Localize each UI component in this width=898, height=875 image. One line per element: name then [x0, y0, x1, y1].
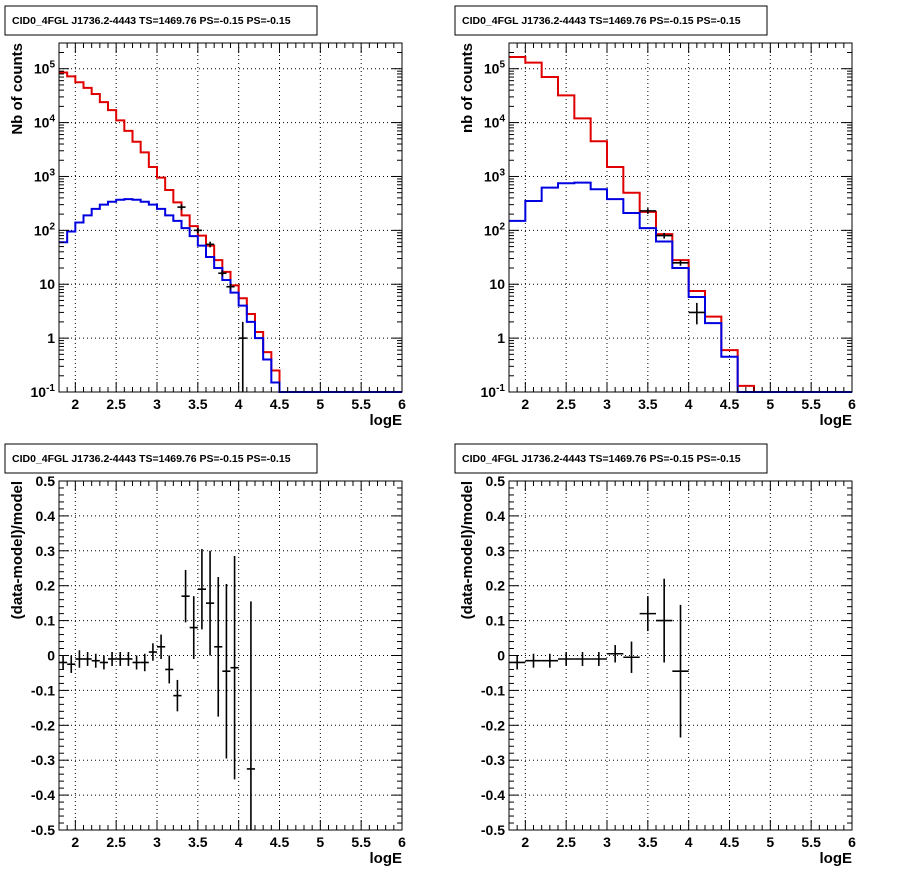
y-tick-label: 0.5: [36, 473, 56, 489]
x-axis-label: logE: [370, 412, 403, 429]
title-box: [454, 5, 768, 36]
y-tick-label: 10: [39, 276, 55, 292]
y-tick-label: -0.3: [481, 752, 505, 768]
y-tick-label: -0.5: [481, 822, 505, 838]
x-axis-label: logE: [820, 412, 853, 429]
title-box: [4, 443, 318, 474]
y-tick-label: -0.1: [31, 682, 55, 698]
x-tick-label: 4.5: [720, 834, 740, 850]
title-box: [4, 5, 318, 36]
y-tick-label: 0.4: [36, 508, 56, 524]
y-tick-label: -0.4: [481, 787, 505, 803]
chart-title: CID0_4FGL J1736.2-4443 TS=1469.76 PS=-0.…: [462, 15, 741, 27]
chart-title: CID0_4FGL J1736.2-4443 TS=1469.76 PS=-0.…: [12, 15, 291, 27]
y-tick-label: 0: [497, 648, 505, 664]
y-tick-label: 103: [484, 167, 506, 184]
x-axis-label: logE: [820, 850, 853, 867]
y-tick-label: 0.2: [36, 578, 56, 594]
x-tick-label: 4: [235, 834, 243, 850]
plot-area: [59, 481, 402, 830]
y-tick-label: 0.1: [486, 613, 506, 629]
x-tick-label: 5: [766, 396, 774, 412]
x-axis-label: logE: [370, 850, 403, 867]
y-tick-label: 102: [34, 221, 56, 238]
y-tick-label: -0.2: [31, 717, 55, 733]
y-axis-label: nb of counts: [459, 43, 476, 133]
x-tick-label: 2: [521, 834, 529, 850]
x-tick-label: 6: [848, 396, 856, 412]
x-tick-label: 3.5: [638, 396, 658, 412]
y-tick-label: 104: [34, 114, 56, 131]
x-tick-label: 3: [603, 396, 611, 412]
y-tick-label: -0.5: [31, 822, 55, 838]
y-tick-label: 10-1: [481, 383, 506, 400]
y-tick-label: 0.1: [36, 613, 56, 629]
x-tick-label: 5: [316, 834, 324, 850]
x-tick-label: 3.5: [188, 396, 208, 412]
x-tick-label: 5: [766, 834, 774, 850]
title-box: [454, 443, 768, 474]
x-tick-label: 3: [153, 834, 161, 850]
y-tick-label: 0.3: [36, 543, 56, 559]
y-tick-label: 1: [47, 330, 55, 346]
x-tick-label: 6: [398, 834, 406, 850]
chart-panel: 2 2.5 3 3.5 4 4.5 5 5.5 6 -0.5 -0.4 -0.3 -0.2 -0.1 0 0.…: [4, 443, 406, 867]
y-tick-label: 104: [484, 114, 506, 131]
histogram-series: [59, 71, 402, 393]
x-tick-label: 3.5: [638, 834, 658, 850]
x-tick-label: 2: [71, 396, 79, 412]
plot-area: [59, 43, 402, 392]
x-tick-label: 6: [398, 396, 406, 412]
y-axis-label: (data-model)/model: [459, 481, 476, 619]
x-tick-label: 5: [316, 396, 324, 412]
y-tick-label: 0.4: [486, 508, 506, 524]
chart-title: CID0_4FGL J1736.2-4443 TS=1469.76 PS=-0.…: [12, 453, 291, 465]
x-tick-label: 2.5: [556, 834, 576, 850]
y-tick-label: -0.4: [31, 787, 55, 803]
x-tick-label: 3.5: [188, 834, 208, 850]
chart-panel: 2 2.5 3 3.5 4 4.5 5 5.5 6 -0.5 -0.4 -0.3 -0.2 -0.1 0 0.…: [454, 443, 856, 867]
y-tick-label: 102: [484, 221, 506, 238]
y-tick-label: 0.3: [486, 543, 506, 559]
y-axis-label: (data-model)/model: [9, 481, 26, 619]
x-tick-label: 4.5: [720, 396, 740, 412]
y-tick-label: 0: [47, 648, 55, 664]
x-tick-label: 2: [521, 396, 529, 412]
y-tick-label: -0.1: [481, 682, 505, 698]
x-tick-label: 2: [71, 834, 79, 850]
x-tick-label: 4: [685, 834, 693, 850]
x-tick-label: 5.5: [801, 834, 821, 850]
plot-area: [509, 43, 852, 392]
chart-panel: 2 2.5 3 3.5 4 4.5 5 5.5 6 10-1 1 10 102 103 104 105 logE…: [4, 5, 406, 429]
x-tick-label: 2.5: [106, 834, 126, 850]
x-tick-label: 4: [235, 396, 243, 412]
y-tick-label: 1: [497, 330, 505, 346]
x-tick-label: 3: [153, 396, 161, 412]
chart-panel: 2 2.5 3 3.5 4 4.5 5 5.5 6 10-1 1 10 102 103 104 105 logE…: [454, 5, 856, 429]
x-tick-label: 5.5: [351, 834, 371, 850]
y-tick-label: -0.3: [31, 752, 55, 768]
y-tick-label: 0.2: [486, 578, 506, 594]
y-tick-label: -0.2: [481, 717, 505, 733]
x-tick-label: 5.5: [801, 396, 821, 412]
x-tick-label: 4: [685, 396, 693, 412]
x-tick-label: 2.5: [106, 396, 126, 412]
y-tick-label: 105: [484, 60, 506, 77]
histogram-series: [59, 198, 402, 393]
y-tick-label: 105: [34, 60, 56, 77]
y-tick-label: 103: [34, 167, 56, 184]
histogram-series: [509, 181, 852, 393]
x-tick-label: 2.5: [556, 396, 576, 412]
chart-title: CID0_4FGL J1736.2-4443 TS=1469.76 PS=-0.…: [462, 453, 741, 465]
x-tick-label: 3: [603, 834, 611, 850]
y-axis-label: Nb of counts: [9, 43, 26, 135]
y-tick-label: 10: [489, 276, 505, 292]
x-tick-label: 4.5: [270, 834, 290, 850]
x-tick-label: 6: [848, 834, 856, 850]
y-tick-label: 10-1: [31, 383, 56, 400]
x-tick-label: 4.5: [270, 396, 290, 412]
x-tick-label: 5.5: [351, 396, 371, 412]
y-tick-label: 0.5: [486, 473, 506, 489]
